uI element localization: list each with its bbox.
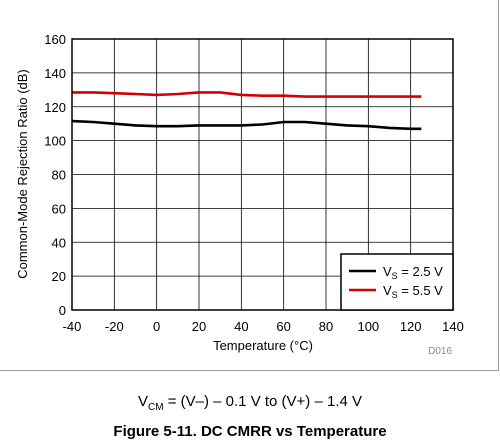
x-tick-label: 60 — [276, 319, 290, 334]
x-axis-label: Temperature (°C) — [213, 338, 313, 353]
y-axis-label: Common-Mode Rejection Ratio (dB) — [15, 69, 30, 279]
cmrr-chart: -40 -20 0 20 40 60 80 100 120 140 0 20 40 60 80 100 120… — [15, 32, 464, 357]
x-tick-label: 80 — [319, 319, 333, 334]
x-tick-label: -20 — [105, 319, 124, 334]
legend-label-2: VS = 5.5 V — [383, 283, 443, 300]
legend: VS = 2.5 V VS = 5.5 V — [340, 253, 454, 311]
condition-main: V — [137, 393, 148, 410]
condition-rest: = (V–) – 0.1 V to (V+) – 1.4 V — [163, 393, 362, 410]
y-tick-label: 60 — [52, 201, 66, 216]
x-tick-label: 100 — [357, 319, 379, 334]
y-tick-label: 100 — [44, 134, 66, 149]
figure-caption: Figure 5-11. DC CMRR vs Temperature — [113, 423, 387, 440]
y-tick-label: 0 — [59, 303, 66, 318]
y-tick-label: 140 — [44, 66, 66, 81]
x-tick-label: 20 — [192, 319, 206, 334]
y-tick-label: 40 — [52, 235, 66, 250]
legend-box — [340, 253, 454, 311]
figure-frame — [0, 0, 499, 371]
x-tick-label: 0 — [153, 319, 160, 334]
series-lines — [71, 91, 422, 131]
x-tick-label: 40 — [234, 319, 248, 334]
condition-subscript: CM — [148, 402, 164, 413]
series-line-1 — [71, 119, 422, 131]
y-tick-label: 160 — [44, 32, 66, 47]
legend-label-1: VS = 2.5 V — [383, 264, 443, 281]
x-tick-labels: -40 -20 0 20 40 60 80 100 120 140 — [63, 319, 464, 334]
y-tick-label: 120 — [44, 100, 66, 115]
series-line-2 — [72, 91, 422, 98]
y-tick-label: 80 — [52, 168, 66, 183]
y-tick-labels: 0 20 40 60 80 100 120 140 160 — [44, 32, 66, 318]
x-tick-label: 140 — [442, 319, 464, 334]
y-tick-label: 20 — [52, 269, 66, 284]
plot-border — [71, 38, 454, 311]
x-tick-label: -40 — [63, 319, 82, 334]
figure-code: D016 — [428, 346, 452, 357]
x-tick-label: 120 — [400, 319, 422, 334]
test-condition: VCM = (V–) – 0.1 V to (V+) – 1.4 V — [0, 393, 500, 413]
